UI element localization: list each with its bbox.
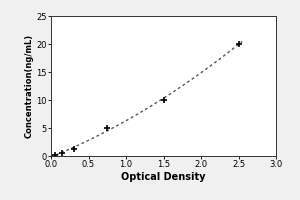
Y-axis label: Concentration(ng/mL): Concentration(ng/mL) bbox=[25, 34, 34, 138]
X-axis label: Optical Density: Optical Density bbox=[121, 172, 206, 182]
